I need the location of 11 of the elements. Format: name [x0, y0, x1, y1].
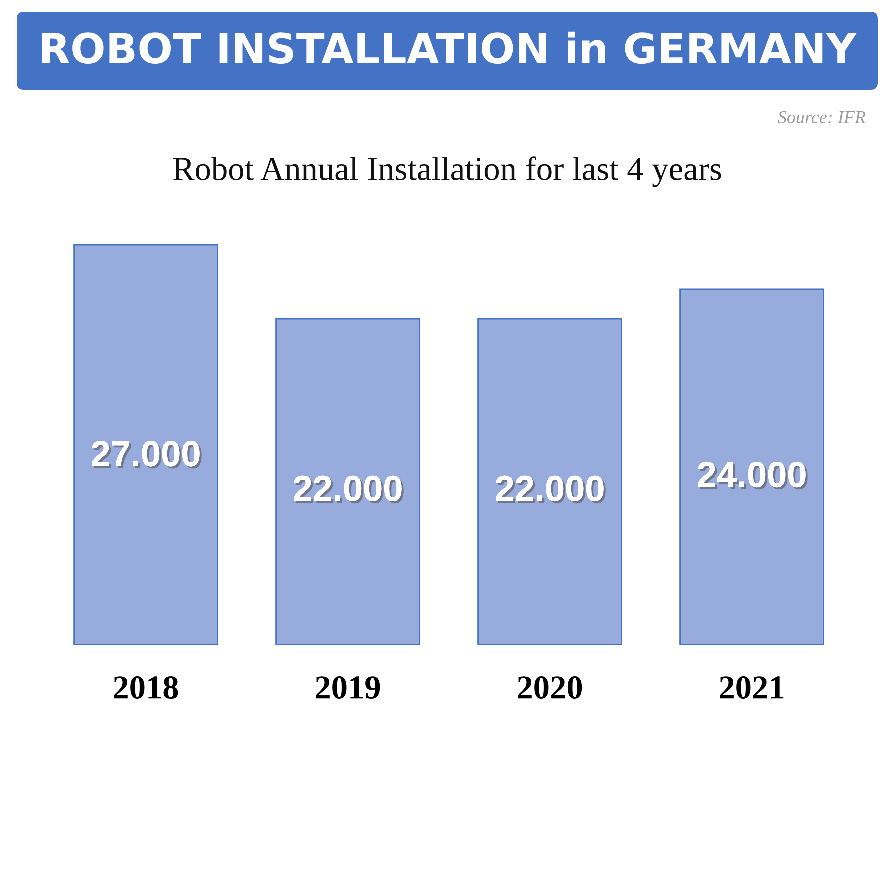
source-note: Source: IFR — [778, 111, 866, 124]
data-label: 27.000 — [92, 441, 202, 469]
data-label: 22.000 — [496, 476, 606, 504]
chart-subtitle: Robot Annual Installation for last 4 years — [174, 156, 722, 188]
data-label: 24.000 — [698, 462, 808, 490]
x-tick-label: 2019 — [316, 676, 380, 700]
x-tick-label: 2018 — [114, 676, 178, 700]
x-tick-label: 2020 — [518, 676, 582, 700]
data-label: 22.000 — [294, 476, 404, 504]
chart-title: ROBOT INSTALLATION in GERMANY — [42, 32, 858, 64]
x-tick-label: 2021 — [720, 676, 784, 700]
